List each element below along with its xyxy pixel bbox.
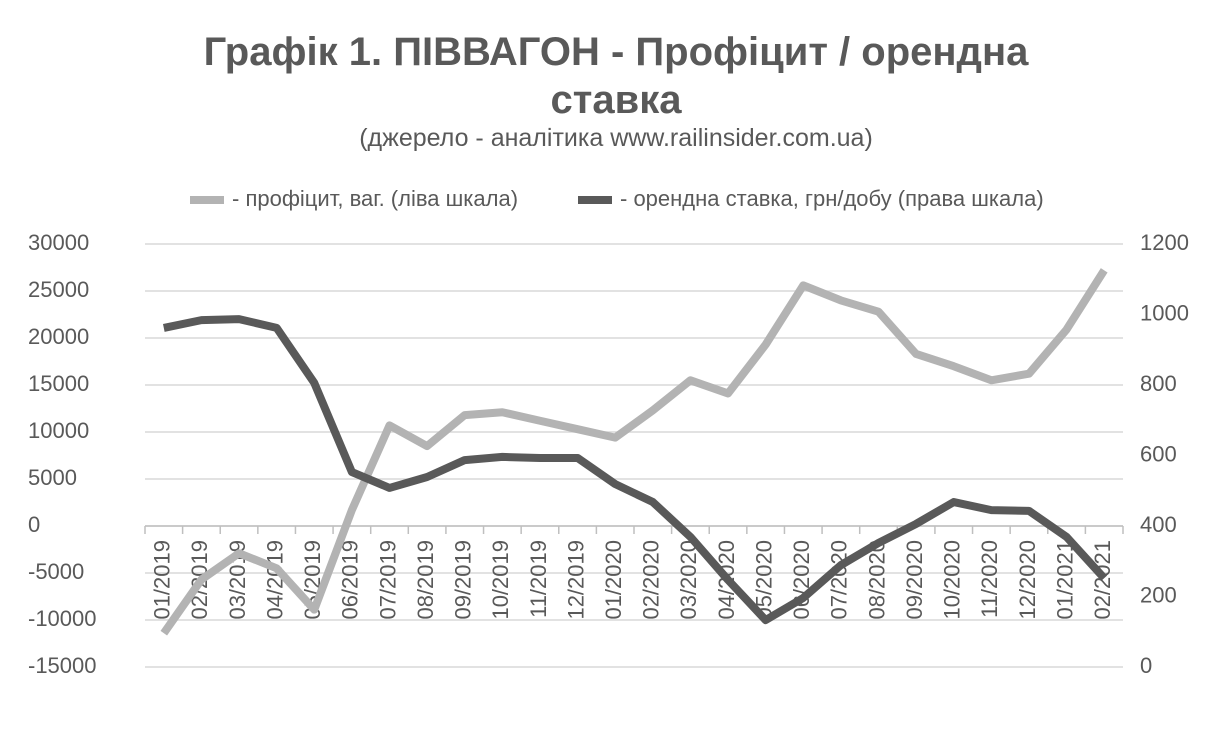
y2-tick-label: 200: [1140, 582, 1177, 607]
x-tick-label: 09/2019: [451, 540, 476, 620]
x-tick-label: 03/2020: [676, 540, 701, 620]
x-tick-label: 02/2021: [1090, 540, 1115, 620]
chart-subtitle: (джерело - аналітика www.railinsider.com…: [359, 124, 873, 152]
y-tick-label: 30000: [28, 230, 89, 255]
y-tick-label: 20000: [28, 324, 89, 349]
x-tick-label: 12/2019: [563, 540, 588, 620]
x-tick-label: 07/2020: [827, 540, 852, 620]
y2-tick-label: 0: [1140, 653, 1152, 678]
legend-label: - профіцит, ваг. (ліва шкала): [232, 186, 518, 211]
y-tick-label: 10000: [28, 418, 89, 443]
chart-title: Графік 1. ПІВВАГОН - Профіцит / орендна …: [203, 30, 1029, 122]
series-line: [163, 315, 1108, 625]
x-tick-label: 11/2019: [526, 540, 551, 618]
x-tick-label: 02/2020: [639, 540, 664, 620]
x-tick-label: 01/2020: [601, 540, 626, 620]
x-tick-label: 07/2019: [375, 540, 400, 620]
x-tick-label: 11/2020: [977, 540, 1002, 618]
y-tick-label: 25000: [28, 277, 89, 302]
series-line: [160, 268, 1108, 636]
y-tick-label: 0: [28, 512, 40, 537]
x-tick-label: 12/2020: [1015, 540, 1040, 620]
x-tick-label: 10/2020: [940, 540, 965, 620]
x-tick-label: 10/2019: [488, 540, 513, 620]
x-tick-label: 01/2021: [1052, 540, 1077, 620]
y2-tick-label: 400: [1140, 512, 1177, 537]
legend-label: - орендна ставка, грн/добу (права шкала): [620, 186, 1044, 211]
y2-tick-label: 1200: [1140, 230, 1189, 255]
y-tick-label: -10000: [28, 606, 97, 631]
x-tick-label: 09/2020: [902, 540, 927, 620]
y2-tick-label: 600: [1140, 441, 1177, 466]
y-tick-label: -5000: [28, 559, 84, 584]
x-tick-label: 08/2019: [413, 540, 438, 620]
y-tick-label: 5000: [28, 465, 77, 490]
y2-tick-label: 1000: [1140, 300, 1189, 325]
x-tick-label: 06/2019: [338, 540, 363, 620]
y2-tick-label: 800: [1140, 371, 1177, 396]
x-tick-label: 01/2019: [150, 540, 175, 620]
y-tick-label: -15000: [28, 653, 97, 678]
y-tick-label: 15000: [28, 371, 89, 396]
